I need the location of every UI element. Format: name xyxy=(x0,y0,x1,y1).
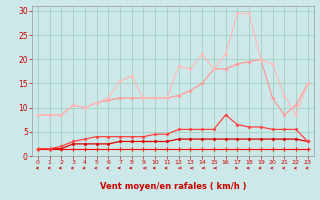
X-axis label: Vent moyen/en rafales ( km/h ): Vent moyen/en rafales ( km/h ) xyxy=(100,182,246,191)
